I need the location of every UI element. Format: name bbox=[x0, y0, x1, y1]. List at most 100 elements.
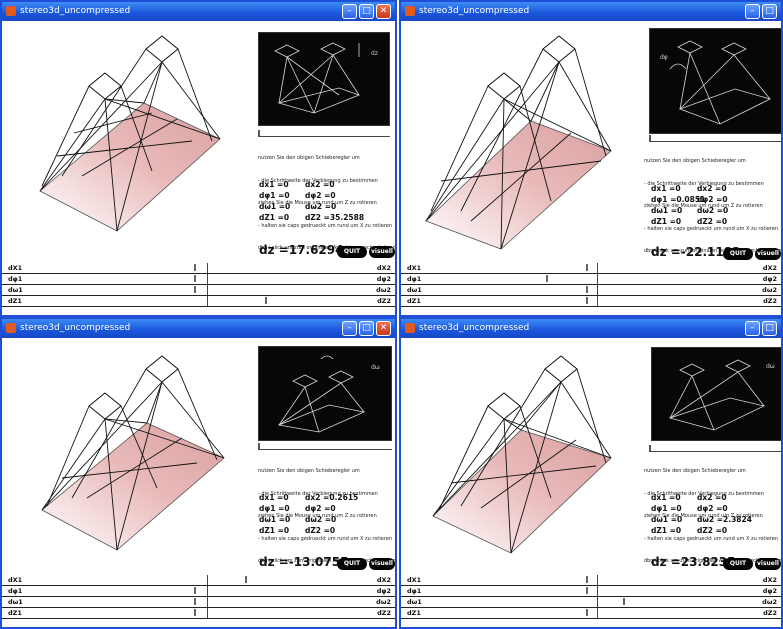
slider-divider bbox=[207, 586, 208, 596]
step-slider-knob[interactable] bbox=[649, 445, 651, 451]
step-slider[interactable] bbox=[649, 445, 781, 452]
slider-label-left: dω1 bbox=[8, 286, 23, 294]
stereo-3d-view[interactable] bbox=[2, 338, 252, 574]
close-icon[interactable]: ✕ bbox=[376, 4, 391, 19]
hint-line: - halten sie caps gedrueckt um rund um X… bbox=[644, 535, 779, 542]
value-dx2: dx2 =0 bbox=[697, 493, 727, 502]
right-camera-diamond bbox=[544, 355, 578, 383]
reference-photo: dω bbox=[651, 347, 781, 441]
value-domega1: dω1 =0 bbox=[651, 206, 683, 215]
value-domega2: dω2 =0 bbox=[697, 206, 729, 215]
hint-line: - halten sie caps gedrueckt um rund um X… bbox=[644, 225, 779, 232]
title-bar[interactable]: stereo3d_uncompressed – □ bbox=[401, 2, 781, 21]
slider-row[interactable]: dφ1 dφ2 bbox=[2, 274, 395, 285]
quit-button[interactable]: QUIT bbox=[723, 248, 753, 260]
minimize-icon[interactable]: – bbox=[342, 321, 357, 336]
window-title: stereo3d_uncompressed bbox=[20, 6, 131, 16]
slider-knob[interactable] bbox=[623, 598, 625, 605]
slider-row[interactable]: dω1 dω2 bbox=[401, 597, 781, 608]
slider-row[interactable]: dφ1 dφ2 bbox=[401, 586, 781, 597]
maximize-icon[interactable]: □ bbox=[762, 4, 777, 19]
stereo-3d-view[interactable] bbox=[401, 338, 646, 574]
visual-button[interactable]: visuell bbox=[755, 248, 781, 260]
minimize-icon[interactable]: – bbox=[745, 4, 760, 19]
slider-label-left: dZ1 bbox=[8, 609, 22, 617]
maximize-icon[interactable]: □ bbox=[762, 321, 777, 336]
slider-knob[interactable] bbox=[194, 587, 196, 594]
slider-label-left: dφ1 bbox=[8, 275, 23, 283]
slider-row[interactable]: dX1 dX2 bbox=[2, 575, 395, 586]
slider-label-left: dZ1 bbox=[407, 297, 421, 305]
quit-button[interactable]: QUIT bbox=[337, 558, 367, 570]
slider-label-right: dZ2 bbox=[763, 609, 777, 617]
parameter-values: dx1 =0 dx2 =0.2615 dφ1 =0 dφ2 =0 dω1 =0 dω2… bbox=[259, 493, 389, 537]
title-bar[interactable]: stereo3d_uncompressed – □ ✕ bbox=[2, 2, 395, 21]
step-slider[interactable] bbox=[258, 130, 390, 137]
slider-knob[interactable] bbox=[194, 609, 196, 616]
maximize-icon[interactable]: □ bbox=[359, 4, 374, 19]
value-dphi2: dφ2 =0 bbox=[305, 504, 336, 513]
step-slider-knob[interactable] bbox=[649, 135, 651, 141]
slider-knob[interactable] bbox=[586, 297, 588, 304]
minimize-icon[interactable]: – bbox=[342, 4, 357, 19]
parameter-values: dx1 =0 dx2 =0 dφ1 =0 dφ2 =0 dω1 =0 dω2 =0 d… bbox=[259, 180, 389, 224]
value-dz1: dZ1 =0 bbox=[651, 217, 682, 226]
step-slider[interactable] bbox=[258, 443, 392, 450]
slider-label-right: dZ2 bbox=[763, 297, 777, 305]
visual-button[interactable]: visuell bbox=[755, 558, 781, 570]
title-bar[interactable]: stereo3d_uncompressed – □ ✕ bbox=[2, 319, 395, 338]
visual-button[interactable]: visuell bbox=[369, 246, 395, 258]
slider-row[interactable]: dX1 dX2 bbox=[401, 263, 781, 274]
value-dx1: dx1 =0 bbox=[259, 493, 289, 502]
value-domega1: dω1 =0 bbox=[259, 202, 291, 211]
slider-row[interactable]: dZ1 dZ2 bbox=[2, 608, 395, 619]
slider-knob[interactable] bbox=[546, 275, 548, 282]
slider-knob[interactable] bbox=[586, 609, 588, 616]
slider-row[interactable]: dZ1 dZ2 bbox=[2, 296, 395, 307]
slider-knob[interactable] bbox=[194, 275, 196, 282]
slider-knob[interactable] bbox=[194, 598, 196, 605]
close-icon[interactable]: ✕ bbox=[376, 321, 391, 336]
slider-row[interactable]: dω1 dω2 bbox=[2, 285, 395, 296]
slider-label-right: dω2 bbox=[376, 286, 391, 294]
instructions: nutzen Sie den obigen Schieberegler um -… bbox=[258, 453, 395, 581]
stereo-3d-view[interactable] bbox=[401, 21, 646, 261]
slider-row[interactable]: dφ1 dφ2 bbox=[401, 274, 781, 285]
slider-knob[interactable] bbox=[586, 587, 588, 594]
title-bar[interactable]: stereo3d_uncompressed – □ bbox=[401, 319, 781, 338]
slider-knob[interactable] bbox=[245, 576, 247, 583]
visual-button[interactable]: visuell bbox=[369, 558, 395, 570]
slider-divider bbox=[207, 597, 208, 607]
value-dz1: dZ1 =0 bbox=[259, 213, 290, 222]
slider-knob[interactable] bbox=[194, 286, 196, 293]
slider-row[interactable]: dZ1 dZ2 bbox=[401, 608, 781, 619]
hint-line: nutzen Sie den obigen Schieberegler um bbox=[258, 468, 360, 474]
slider-divider bbox=[597, 608, 598, 618]
app-icon bbox=[405, 323, 415, 333]
quit-button[interactable]: QUIT bbox=[723, 558, 753, 570]
slider-row[interactable]: dX1 dX2 bbox=[401, 575, 781, 586]
slider-knob[interactable] bbox=[586, 576, 588, 583]
minimize-icon[interactable]: – bbox=[745, 321, 760, 336]
slider-knob[interactable] bbox=[194, 264, 196, 271]
step-slider[interactable] bbox=[649, 135, 781, 142]
slider-knob[interactable] bbox=[586, 264, 588, 271]
hint-line: - die Schrittweite der Verbiegung zu bes… bbox=[644, 490, 764, 497]
slider-knob[interactable] bbox=[265, 297, 267, 304]
value-dphi1: dφ1 =0 bbox=[259, 191, 290, 200]
slider-row[interactable]: dZ1 dZ2 bbox=[401, 296, 781, 307]
ground-plane bbox=[39, 102, 221, 232]
slider-knob[interactable] bbox=[586, 286, 588, 293]
dz-readout: dz =23.8235 bbox=[651, 555, 736, 569]
slider-label-right: dX2 bbox=[762, 576, 777, 584]
maximize-icon[interactable]: □ bbox=[359, 321, 374, 336]
slider-row[interactable]: dφ1 dφ2 bbox=[2, 586, 395, 597]
step-slider-knob[interactable] bbox=[258, 130, 260, 136]
step-slider-knob[interactable] bbox=[258, 443, 260, 449]
slider-row[interactable]: dX1 dX2 bbox=[2, 263, 395, 274]
app-icon bbox=[405, 6, 415, 16]
slider-row[interactable]: dω1 dω2 bbox=[401, 285, 781, 296]
slider-row[interactable]: dω1 dω2 bbox=[2, 597, 395, 608]
stereo-3d-view[interactable] bbox=[2, 21, 252, 261]
quit-button[interactable]: QUIT bbox=[337, 246, 367, 258]
